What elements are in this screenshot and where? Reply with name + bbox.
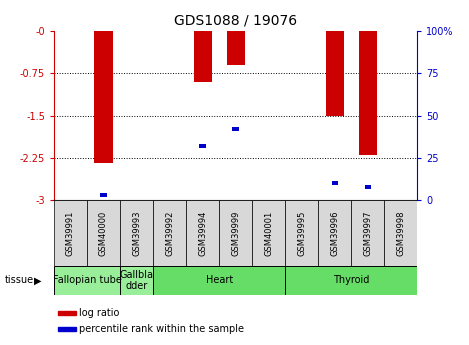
Bar [199,144,206,148]
Text: Thyroid: Thyroid [333,275,370,285]
Bar [120,200,153,266]
Bar [54,200,87,266]
Bar [325,31,344,116]
Text: Heart: Heart [205,275,233,285]
Bar [385,200,417,266]
Text: GSM39997: GSM39997 [363,210,372,256]
Text: GSM40001: GSM40001 [264,210,273,256]
Bar [100,193,106,197]
Bar [54,266,120,295]
Bar [153,200,186,266]
Bar [219,200,252,266]
Bar [87,200,120,266]
Bar [120,266,153,295]
Bar [233,127,239,131]
Bar [94,31,113,164]
Title: GDS1088 / 19076: GDS1088 / 19076 [174,13,297,27]
Bar [252,200,285,266]
Text: percentile rank within the sample: percentile rank within the sample [79,324,244,334]
Bar [318,200,351,266]
Text: GSM39993: GSM39993 [132,210,141,256]
Text: GSM39991: GSM39991 [66,210,75,256]
Text: log ratio: log ratio [79,308,119,318]
Text: GSM39992: GSM39992 [165,210,174,256]
Text: Fallopian tube: Fallopian tube [53,275,121,285]
Bar [359,31,377,155]
Bar [227,31,245,65]
Bar [153,266,285,295]
Bar [332,181,338,185]
Bar [285,266,417,295]
Bar [194,31,212,82]
Bar [365,185,371,189]
Bar [285,200,318,266]
Text: Gallbla
dder: Gallbla dder [120,269,153,291]
Text: GSM39995: GSM39995 [297,210,306,256]
Text: GSM39996: GSM39996 [330,210,339,256]
Text: tissue: tissue [5,275,34,285]
Text: GSM39994: GSM39994 [198,210,207,256]
Text: GSM39999: GSM39999 [231,210,240,256]
Bar [351,200,385,266]
Text: ▶: ▶ [34,275,42,285]
Bar [58,311,76,315]
Bar [58,327,76,331]
Text: GSM39998: GSM39998 [396,210,405,256]
Bar [186,200,219,266]
Text: GSM40000: GSM40000 [99,210,108,256]
